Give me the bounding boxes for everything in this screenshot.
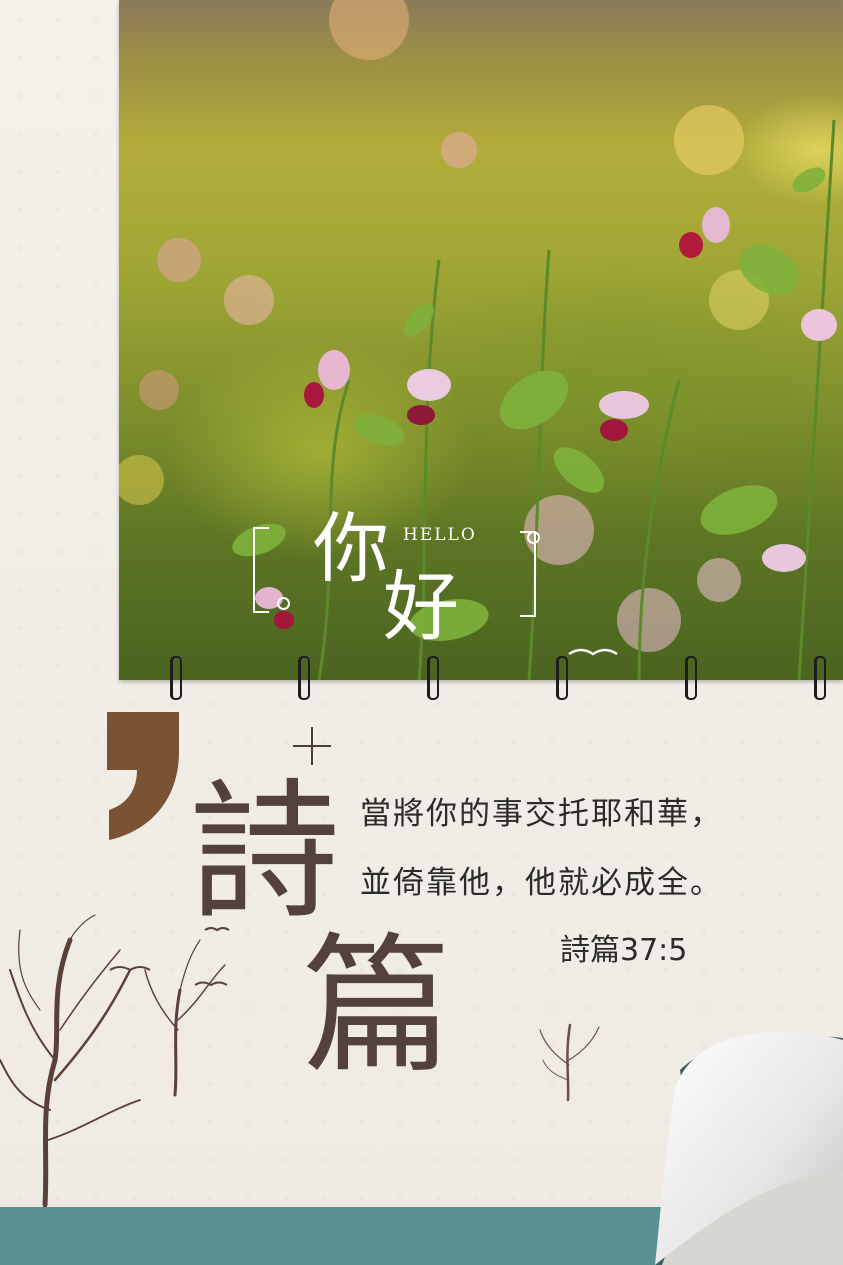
binder-ring <box>298 656 310 700</box>
plus-ornament <box>293 727 331 765</box>
binder-ring <box>170 656 182 700</box>
comma-ornament <box>107 712 179 840</box>
page-curl <box>655 1031 843 1265</box>
binder-ring <box>685 656 697 700</box>
binder-ring <box>814 656 826 700</box>
bare-tree-small <box>539 1023 600 1102</box>
hello-dot-left <box>277 597 290 610</box>
bare-tree-large <box>0 914 230 1208</box>
hello-frame-left <box>253 527 269 613</box>
hello-badge: 你 好 HELLO <box>253 504 540 651</box>
hello-dot-right <box>527 531 540 544</box>
greeting-hello: HELLO <box>403 525 477 545</box>
greeting-hao: 好 <box>383 562 459 651</box>
binder-ring <box>427 656 439 700</box>
flower-photo: 你 好 HELLO <box>119 0 843 680</box>
title-char-shi: 詩 <box>190 766 341 940</box>
flower-illustration <box>119 0 837 680</box>
verse-line-2: 並倚靠他，他就必成全。 <box>360 865 723 901</box>
binder-ring <box>556 656 568 700</box>
greeting-ni: 你 <box>313 504 389 593</box>
verse-line-1: 當將你的事交托耶和華， <box>360 796 723 832</box>
verse-reference: 詩篇37:5 <box>560 933 688 968</box>
title-char-pian: 篇 <box>302 920 453 1094</box>
